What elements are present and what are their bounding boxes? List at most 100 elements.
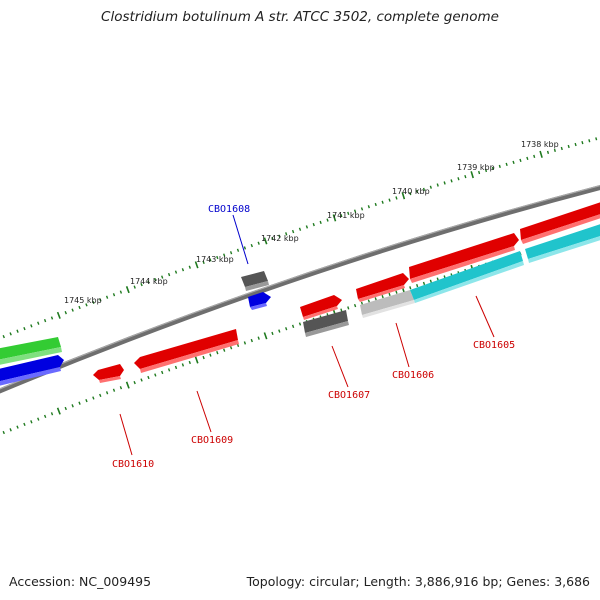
minor-tick [278, 329, 281, 333]
minor-tick [174, 365, 178, 370]
gene-label-cbo1605: CBO1605 [473, 340, 515, 351]
minor-tick [223, 253, 226, 257]
major-tick [470, 171, 474, 179]
minor-tick [533, 154, 536, 158]
minor-tick [119, 290, 123, 294]
minor-tick [133, 380, 136, 385]
cbo1607-leader-line [331, 345, 349, 388]
gene-label-cbo1610: CBO1610 [112, 459, 154, 470]
cbo1610-leader-line [119, 413, 133, 456]
minor-tick [243, 246, 247, 250]
minor-tick [443, 181, 446, 185]
minor-tick [250, 243, 253, 248]
accession-text: Accession: NC_009495 [9, 574, 152, 589]
major-tick [332, 214, 337, 222]
minor-tick [133, 285, 136, 289]
minor-tick [50, 316, 54, 320]
minor-tick [37, 321, 40, 325]
minor-tick [140, 378, 143, 382]
minor-tick [229, 346, 233, 350]
minor-tick [64, 406, 67, 411]
minor-tick [188, 265, 191, 269]
minor-tick [519, 158, 522, 163]
minor-tick [85, 398, 88, 403]
minor-tick [236, 248, 240, 252]
minor-tick [71, 308, 74, 312]
minor-tick [422, 187, 426, 191]
minor-tick [353, 209, 357, 213]
minor-tick [271, 236, 274, 241]
minor-tick [112, 388, 116, 392]
minor-tick [167, 272, 171, 277]
minor-tick [250, 338, 253, 343]
minor-tick [416, 283, 419, 288]
minor-tick [202, 260, 205, 265]
minor-tick [99, 298, 102, 302]
minor-tick [429, 185, 432, 189]
minor-tick [9, 428, 12, 432]
major-tick [401, 192, 406, 200]
minor-tick [285, 327, 288, 331]
minor-tick [388, 292, 391, 297]
minor-tick [422, 281, 426, 286]
minor-tick [367, 299, 371, 303]
tick-label-1742: 1742 kbp [261, 234, 299, 243]
minor-tick [37, 417, 40, 421]
minor-tick [291, 324, 295, 329]
minor-tick [381, 200, 384, 204]
gene-label-cbo1609: CBO1609 [191, 435, 233, 446]
minor-tick [112, 293, 116, 297]
minor-tick [526, 156, 529, 161]
minor-tick [305, 225, 309, 229]
minor-tick [85, 303, 88, 307]
tick-label-1740: 1740 kbp [392, 187, 430, 196]
minor-tick [491, 166, 494, 171]
tick-label-1744: 1744 kbp [130, 277, 168, 286]
inner-tick-track [2, 230, 598, 435]
gene-cbo1608-arrow [248, 292, 271, 310]
minor-tick [23, 422, 26, 427]
gene-label-cbo1608: CBO1608 [208, 204, 250, 215]
major-tick [194, 356, 199, 364]
minor-tick [92, 396, 95, 400]
tick-label-1743: 1743 kbp [196, 255, 234, 264]
minor-tick [2, 430, 5, 435]
minor-tick [395, 290, 398, 294]
gene-cbo1606-arrow [356, 273, 409, 302]
genome-backbone [0, 185, 600, 394]
minor-tick [436, 183, 439, 187]
minor-tick [105, 295, 109, 299]
minor-tick [209, 258, 212, 262]
minor-tick [167, 368, 171, 372]
minor-tick [181, 363, 185, 367]
minor-tick [43, 318, 47, 323]
cbo1608-leader-line [232, 214, 249, 265]
minor-tick [2, 334, 5, 339]
cbo1606-leader-line [395, 322, 410, 368]
minor-tick [23, 326, 26, 331]
minor-tick [374, 297, 377, 301]
minor-tick [16, 425, 19, 429]
minor-tick [223, 348, 226, 352]
tick-label-1741: 1741 kbp [327, 211, 365, 220]
gene-label-cbo1606: CBO1606 [392, 370, 434, 381]
gene-cbo1609-arrow [134, 329, 239, 373]
minor-tick [588, 139, 591, 143]
minor-tick [147, 280, 150, 284]
minor-tick [457, 177, 460, 181]
minor-tick [478, 170, 481, 175]
minor-tick [202, 355, 205, 360]
minor-tick [353, 303, 357, 308]
minor-tick [9, 332, 12, 336]
minor-tick [119, 386, 123, 390]
minor-tick [581, 141, 584, 145]
minor-tick [16, 329, 19, 333]
minor-tick [43, 414, 47, 419]
minor-tick [312, 222, 315, 227]
outer-green-feature [0, 337, 62, 365]
minor-tick [147, 375, 150, 380]
minor-tick [257, 241, 260, 245]
minor-tick [92, 300, 95, 305]
minor-tick [574, 142, 577, 147]
